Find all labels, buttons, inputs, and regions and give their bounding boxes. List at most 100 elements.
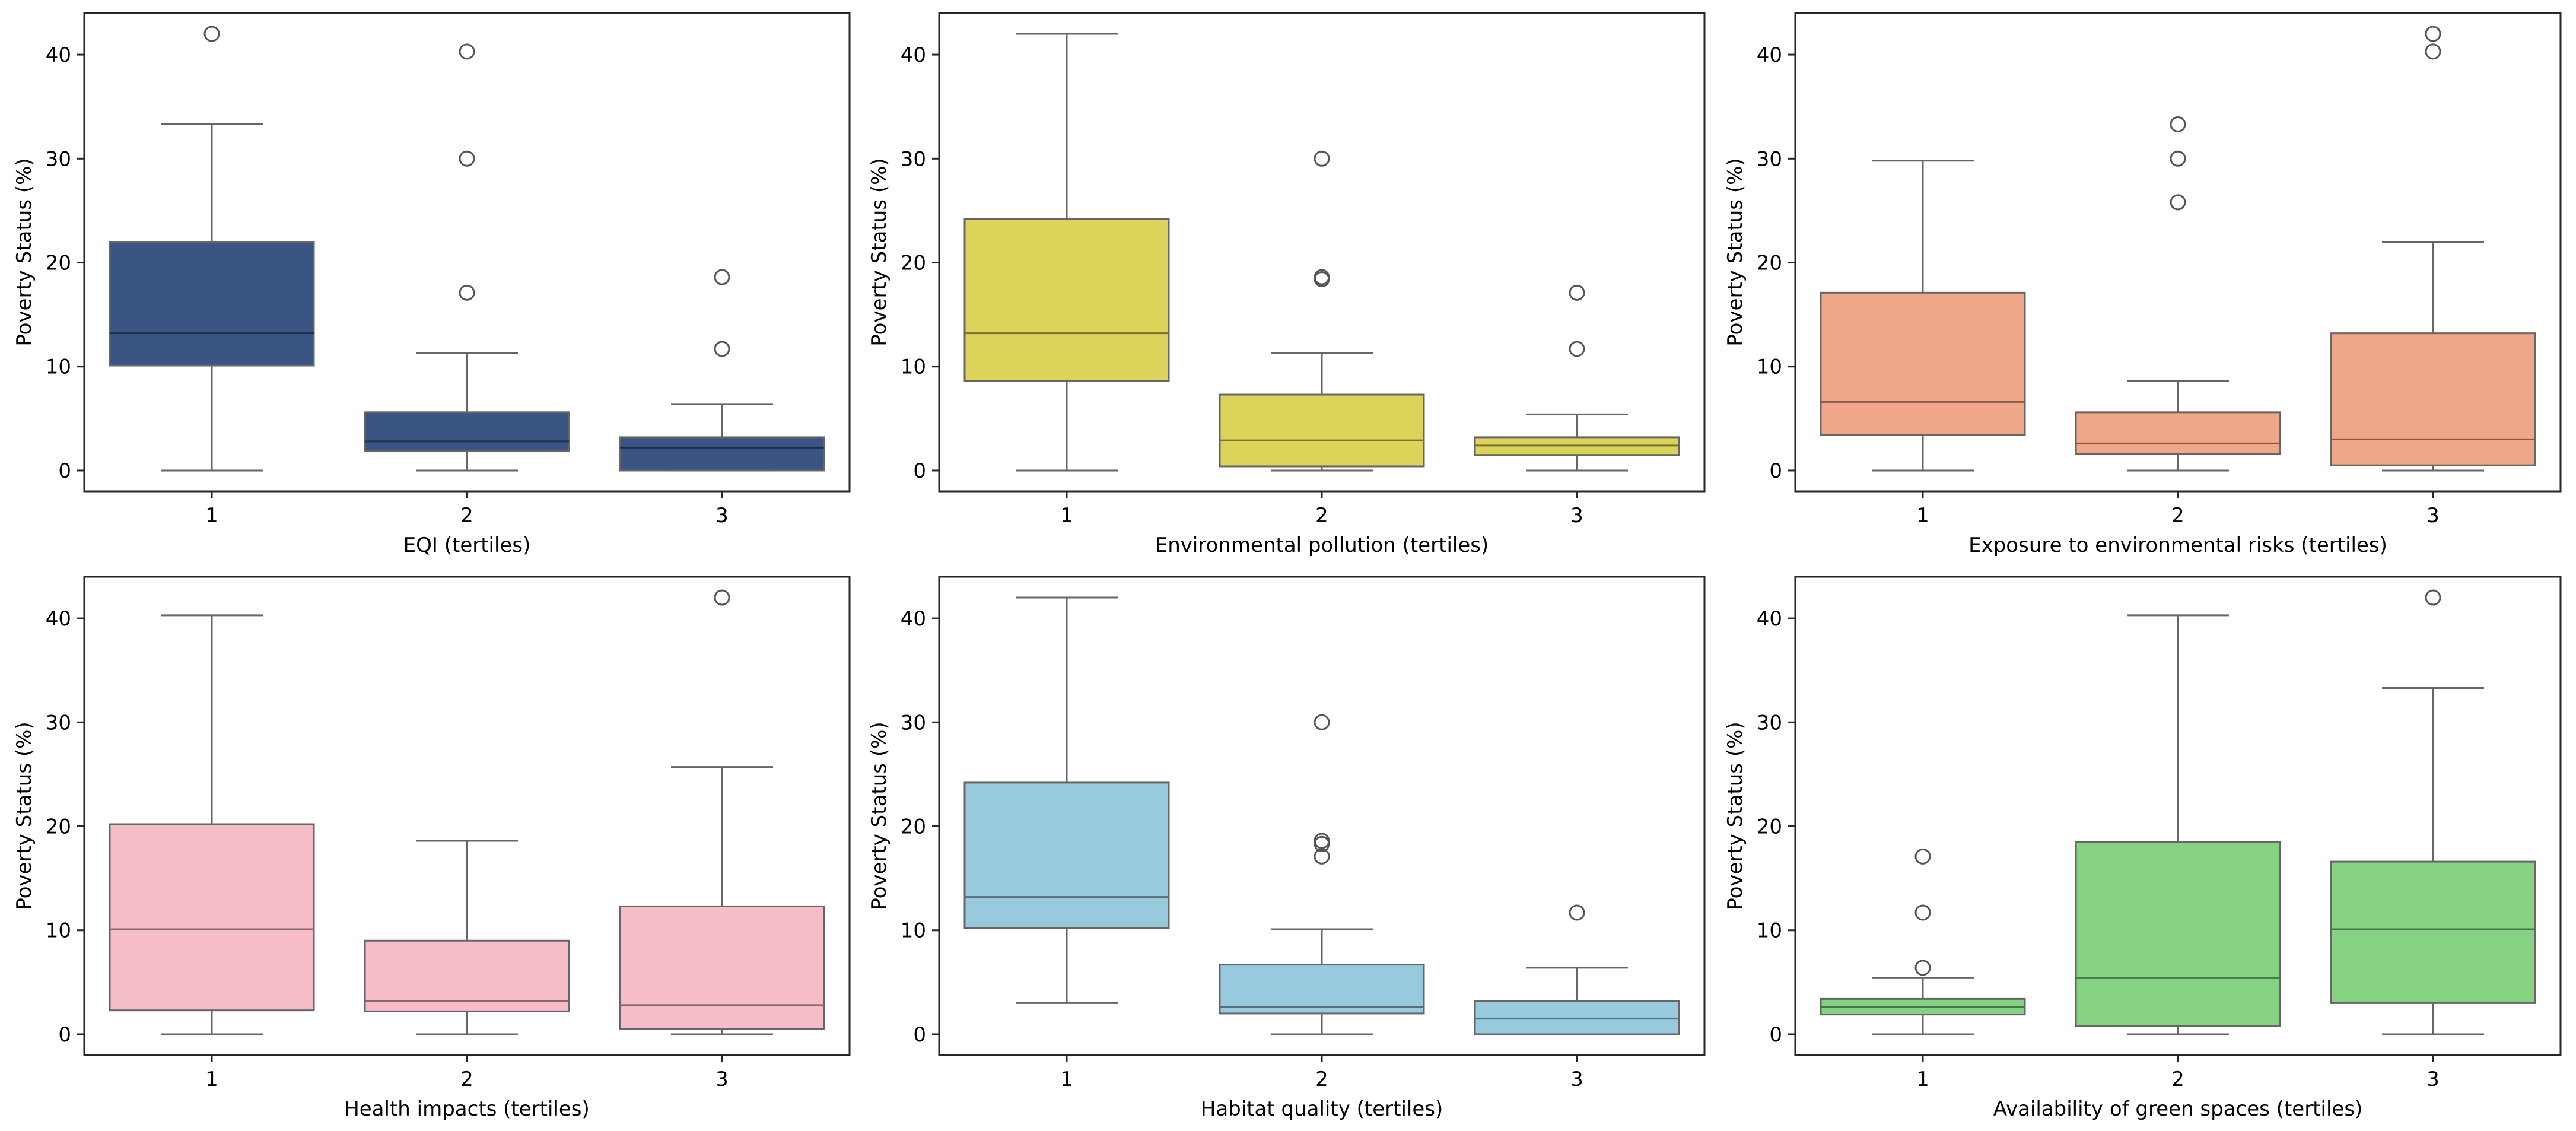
box-group-3 — [2330, 26, 2536, 472]
y-tick-label: 0 — [913, 459, 926, 483]
outlier-point — [459, 284, 475, 301]
box-iqr — [1219, 964, 1425, 1015]
x-tick-label: 2 — [1315, 504, 1328, 528]
outlier-point — [1914, 904, 1931, 921]
x-tick-label: 3 — [715, 1068, 729, 1091]
y-tick-label: 20 — [46, 815, 71, 839]
x-tick-label: 1 — [1916, 504, 1929, 528]
y-axis-label: Poverty Status (%) — [867, 158, 891, 346]
box-iqr — [2330, 332, 2536, 466]
box-group-1 — [963, 596, 1170, 1004]
outlier-point — [1314, 271, 1330, 288]
box-group-3 — [619, 269, 825, 472]
x-axis-label: Availability of green spaces (tertiles) — [1993, 1097, 2363, 1121]
box-group-1 — [1820, 848, 2026, 1035]
box-group-2 — [2075, 116, 2281, 472]
x-tick-label: 3 — [715, 504, 729, 528]
y-tick-label: 30 — [46, 711, 71, 735]
outlier-point — [1314, 833, 1330, 849]
outlier-point — [2425, 589, 2441, 606]
box-iqr — [109, 240, 315, 367]
x-tick-label: 2 — [2171, 504, 2184, 528]
box-group-2 — [1219, 714, 1425, 1035]
y-axis-label: Poverty Status (%) — [1723, 722, 1747, 910]
x-tick-label: 1 — [1060, 504, 1073, 528]
y-tick-label: 10 — [901, 919, 926, 943]
outlier-point — [714, 589, 730, 606]
y-tick-label: 10 — [46, 355, 71, 379]
box-iqr — [2075, 411, 2281, 455]
y-tick-label: 30 — [901, 147, 926, 171]
y-tick-label: 40 — [901, 43, 926, 67]
x-tick-label: 2 — [460, 1068, 473, 1091]
chart-panel-4: 0 10 20 30 40 1 2 3 Health impacts (tertiles) Pov… — [12, 576, 851, 1121]
outlier-point — [1569, 904, 1585, 921]
y-tick-label: 40 — [46, 607, 71, 631]
x-tick-label: 2 — [460, 504, 473, 528]
outlier-point — [2425, 43, 2441, 60]
y-tick-label: 30 — [901, 711, 926, 735]
outlier-point — [1314, 150, 1330, 167]
y-tick-label: 40 — [46, 43, 71, 67]
outlier-point — [714, 341, 730, 357]
y-tick-label: 40 — [901, 607, 926, 631]
chart-panel-1: 0 10 20 30 40 1 2 3 EQI (tertiles) Poverty Status… — [12, 12, 851, 557]
box-group-2 — [2075, 614, 2281, 1035]
box-group-1 — [1820, 160, 2026, 472]
box-iqr — [963, 781, 1170, 929]
outlier-point — [459, 43, 475, 60]
box-iqr — [963, 218, 1170, 382]
y-tick-label: 0 — [1769, 459, 1782, 483]
y-tick-label: 20 — [901, 815, 926, 839]
x-tick-label: 1 — [205, 504, 218, 528]
y-tick-label: 40 — [1757, 43, 1782, 67]
outlier-point — [459, 150, 475, 167]
box-iqr — [619, 905, 825, 1030]
y-tick-label: 40 — [1757, 607, 1782, 631]
y-tick-label: 0 — [1769, 1023, 1782, 1047]
outlier-point — [1914, 960, 1931, 976]
y-tick-label: 0 — [58, 1023, 71, 1047]
box-iqr — [364, 939, 570, 1012]
x-tick-label: 1 — [1916, 1068, 1929, 1091]
box-iqr — [364, 411, 570, 452]
y-axis-label: Poverty Status (%) — [1723, 158, 1747, 346]
outlier-point — [1569, 284, 1585, 301]
outlier-point — [203, 26, 220, 42]
outlier-point — [1314, 835, 1330, 852]
y-axis-label: Poverty Status (%) — [867, 722, 891, 910]
y-tick-label: 30 — [1757, 147, 1782, 171]
y-tick-label: 20 — [46, 252, 71, 275]
box-iqr — [619, 436, 825, 472]
outlier-point — [2170, 150, 2186, 167]
y-tick-label: 0 — [913, 1023, 926, 1047]
y-tick-label: 0 — [58, 459, 71, 483]
outlier-point — [2425, 26, 2441, 42]
chart-panel-2: 0 10 20 30 40 1 2 3 Environmental pollution (ter… — [867, 12, 1706, 557]
y-axis-label: Poverty Status (%) — [12, 158, 36, 346]
box-group-2 — [1219, 150, 1425, 472]
box-group-3 — [1474, 284, 1680, 472]
y-tick-label: 20 — [1757, 252, 1782, 275]
outlier-point — [2170, 116, 2186, 132]
x-tick-label: 3 — [1570, 1068, 1583, 1091]
chart-panel-6: 0 10 20 30 40 1 2 3 Availability of green spaces… — [1723, 576, 2562, 1121]
box-group-2 — [364, 840, 570, 1035]
box-iqr — [1219, 393, 1425, 468]
y-tick-label: 10 — [901, 355, 926, 379]
box-group-1 — [109, 26, 315, 472]
x-tick-label: 2 — [1315, 1068, 1328, 1091]
box-iqr — [1820, 291, 2026, 436]
y-tick-label: 20 — [1757, 815, 1782, 839]
box-group-3 — [2330, 589, 2536, 1035]
outlier-point — [1569, 341, 1585, 357]
y-tick-label: 20 — [901, 252, 926, 275]
x-axis-label: EQI (tertiles) — [403, 533, 531, 557]
y-tick-label: 30 — [46, 147, 71, 171]
x-tick-label: 3 — [1570, 504, 1583, 528]
y-tick-label: 30 — [1757, 711, 1782, 735]
outlier-point — [2170, 194, 2186, 211]
box-group-1 — [109, 614, 315, 1035]
x-axis-label: Habitat quality (tertiles) — [1201, 1097, 1443, 1121]
